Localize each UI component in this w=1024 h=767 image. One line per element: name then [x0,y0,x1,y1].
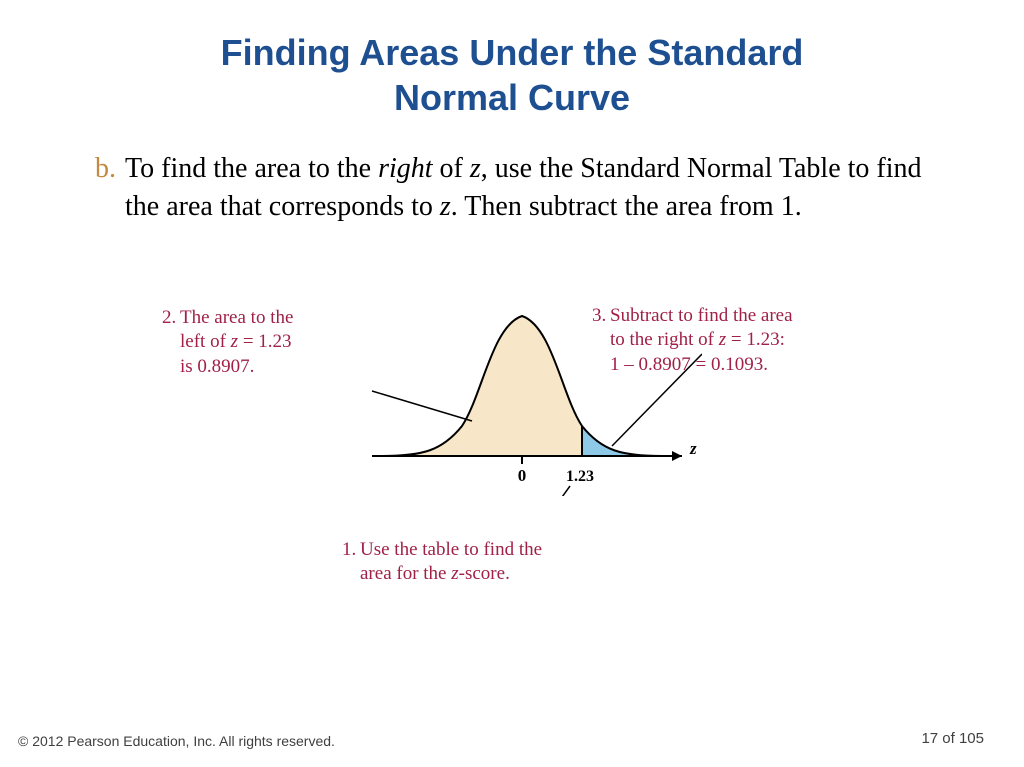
annotation-2-l2-post: = 1.23 [238,331,291,352]
list-marker-b: b. [95,150,125,188]
slide: Finding Areas Under the Standard Normal … [0,0,1024,767]
annotation-2-l1: The area to the [180,307,293,328]
annotation-1-l2-pre: area for the [360,563,451,584]
annotation-2: 2.The area to the left of z = 1.23 is 0.… [162,306,367,380]
callout-line-1 [534,486,570,496]
slide-title: Finding Areas Under the Standard Normal … [40,30,984,120]
diagram: 0 1.23 z 2.The area to the left of z = 1… [162,266,862,606]
body-italic-z1: z [470,153,481,184]
callout-line-2 [372,391,472,421]
annotation-3-num: 3. [592,304,610,329]
arrowhead-icon [672,451,682,461]
annotation-1-l1: Use the table to find the [360,539,542,560]
annotation-2-l3: is 0.8907. [180,356,254,377]
annotation-3-l2-pre: to the right of [610,329,719,350]
annotation-2-l2-pre: left of [180,331,231,352]
annotation-3-l2-it: z [719,329,726,350]
body-pre: To find the area to the [125,153,378,184]
body-italic-z2: z [440,191,451,222]
tick-label-z: 1.23 [566,468,594,485]
annotation-3: 3.Subtract to find the area to the right… [592,304,872,378]
annotation-1: 1.Use the table to find the area for the… [342,538,602,587]
body-italic-right: right [378,153,432,184]
annotation-2-l2-it: z [231,331,238,352]
annotation-3-l3: 1 – 0.8907 = 0.1093. [610,354,768,375]
title-line-2: Normal Curve [394,77,630,118]
footer-copyright: © 2012 Pearson Education, Inc. All right… [18,733,335,749]
annotation-3-l2-post: = 1.23: [726,329,785,350]
annotation-3-l1: Subtract to find the area [610,305,793,326]
axis-label-z: z [689,439,697,458]
right-area-fill [582,426,632,456]
body-mid1: of [433,153,470,184]
annotation-1-num: 1. [342,538,360,563]
left-area-fill [382,316,582,456]
annotation-1-l2-post: -score. [459,563,510,584]
body-paragraph: b.To find the area to the right of z, us… [125,150,944,226]
body-post: . Then subtract the area from 1. [451,191,802,222]
tick-label-0: 0 [518,466,527,485]
title-line-1: Finding Areas Under the Standard [221,32,804,73]
annotation-1-l2-it: z [451,563,458,584]
annotation-2-num: 2. [162,306,180,331]
footer-page-number: 17 of 105 [921,730,984,747]
